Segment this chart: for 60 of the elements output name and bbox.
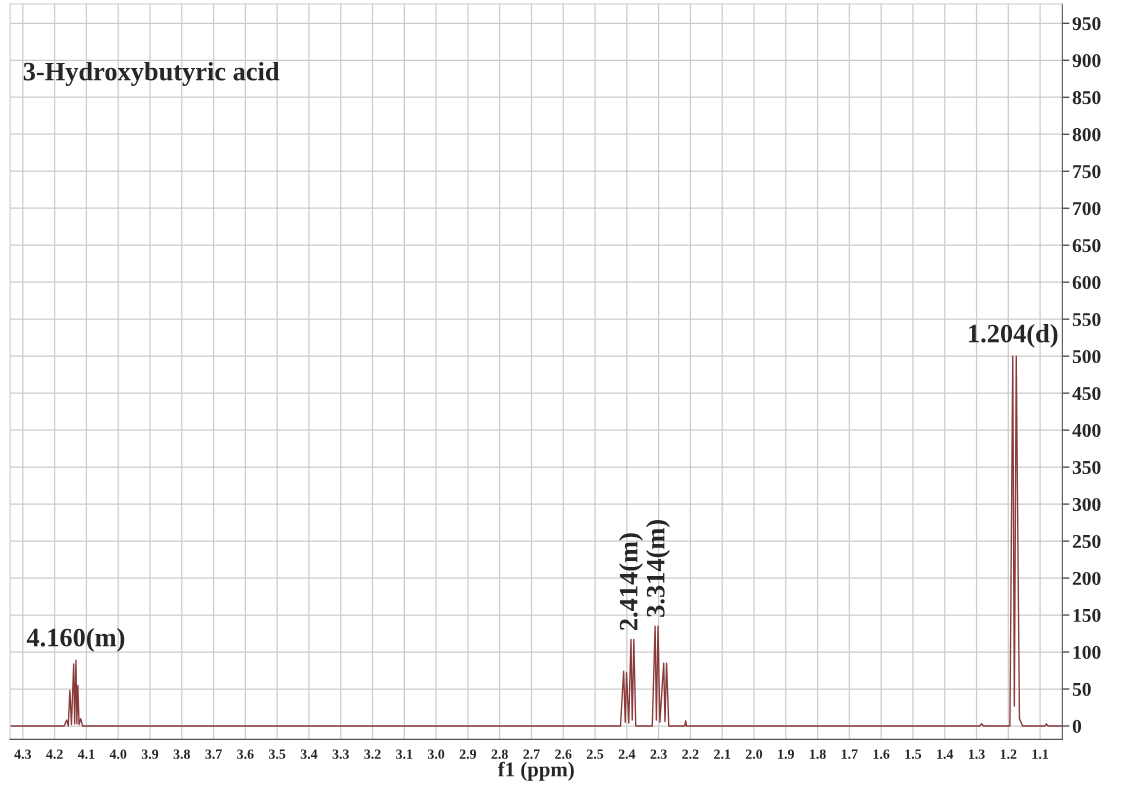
x-tick-label: 1.1 bbox=[1032, 749, 1049, 759]
x-tick-label: 2.4 bbox=[618, 749, 636, 759]
x-tick-label: 1.2 bbox=[1000, 749, 1017, 759]
x-tick-label: 2.8 bbox=[491, 749, 508, 759]
y-tick-label: 0 bbox=[1072, 719, 1082, 733]
y-tick-label: 200 bbox=[1072, 571, 1101, 585]
x-tick-label: 1.3 bbox=[968, 749, 985, 759]
y-tick-label: 650 bbox=[1072, 239, 1101, 253]
annotation: 2.414(m) bbox=[619, 533, 643, 631]
x-tick-label: 3.4 bbox=[300, 749, 318, 759]
y-tick-label: 950 bbox=[1072, 17, 1101, 31]
y-tick-label: 150 bbox=[1073, 608, 1101, 622]
x-tick-label: 4.3 bbox=[14, 749, 32, 759]
x-tick-label: 3.6 bbox=[237, 749, 254, 759]
y-tick-label: 450 bbox=[1072, 386, 1101, 401]
y-tick-label: 500 bbox=[1072, 349, 1101, 364]
x-axis-title: f1 (ppm) bbox=[497, 761, 574, 781]
x-tick-label: 3.7 bbox=[205, 749, 222, 759]
x-tick-label: 1.7 bbox=[841, 749, 858, 759]
x-tick-label: 3.1 bbox=[396, 749, 413, 759]
annotation: 4.160(m) bbox=[26, 627, 125, 652]
text: 3-Hydroxybutyric acid bbox=[23, 61, 280, 86]
x-tick-label: 3.5 bbox=[268, 749, 286, 759]
line-series bbox=[10, 355, 1063, 727]
y-tick-label: 250 bbox=[1072, 534, 1101, 549]
x-tick-label: 3.3 bbox=[332, 749, 349, 759]
y-tick-label: 550 bbox=[1072, 312, 1101, 327]
x-tick-label: 3.2 bbox=[364, 749, 381, 759]
x-tick-label: 2.3 bbox=[650, 749, 667, 759]
x-tick-label: 1.8 bbox=[810, 749, 826, 759]
x-tick-label: 2.2 bbox=[682, 749, 699, 759]
y-tick-label: 100 bbox=[1073, 645, 1101, 659]
x-tick-label: 4.0 bbox=[109, 749, 127, 759]
y-tick-label: 50 bbox=[1072, 682, 1091, 696]
y-tick-label: 700 bbox=[1073, 202, 1101, 216]
x-tick-label: 1.6 bbox=[873, 749, 890, 759]
x-tick-label: 2.7 bbox=[523, 749, 540, 759]
x-tick-label: 2.1 bbox=[714, 749, 731, 759]
x-tick-label: 3.9 bbox=[141, 749, 159, 759]
annotation: 1.204(d) bbox=[969, 323, 1058, 348]
y-tick-label: 850 bbox=[1072, 91, 1101, 105]
x-tick-label: 4.2 bbox=[46, 749, 63, 759]
x-tick-label: 4.1 bbox=[77, 749, 95, 759]
x-tick-label: 1.4 bbox=[937, 749, 954, 759]
x-tick-label: 1.5 bbox=[905, 749, 922, 759]
y-tick-label: 600 bbox=[1072, 275, 1101, 290]
y-tick-label: 900 bbox=[1072, 54, 1101, 68]
x-tick-label: 1.9 bbox=[778, 749, 794, 759]
y-tick-label: 350 bbox=[1072, 460, 1101, 475]
x-tick-label: 2.5 bbox=[586, 749, 604, 759]
x-tick-label: 3.0 bbox=[427, 749, 445, 759]
x-tick-label: 3.8 bbox=[173, 749, 190, 759]
y-tick-label: 750 bbox=[1073, 165, 1101, 179]
x-tick-label: 2.9 bbox=[459, 749, 477, 759]
y-tick-label: 400 bbox=[1072, 423, 1101, 438]
y-tick-label: 800 bbox=[1072, 128, 1101, 142]
y-tick-label: 300 bbox=[1072, 497, 1101, 512]
x-tick-label: 2.0 bbox=[745, 749, 763, 759]
x-tick-label: 2.6 bbox=[555, 749, 572, 759]
annotation: 3.314(m) bbox=[646, 520, 670, 617]
